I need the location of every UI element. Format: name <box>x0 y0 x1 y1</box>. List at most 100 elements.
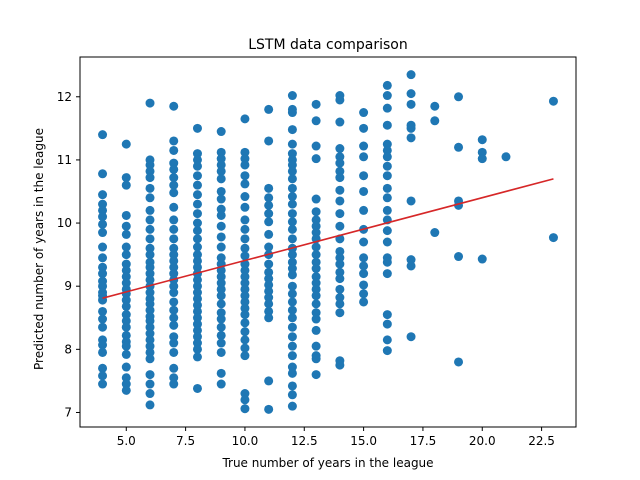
scatter-point <box>145 243 155 253</box>
scatter-point <box>454 357 464 367</box>
scatter-point <box>121 259 131 269</box>
scatter-point <box>264 209 274 219</box>
scatter-point <box>121 278 131 288</box>
scatter-point <box>121 242 131 252</box>
scatter-point <box>121 310 131 320</box>
scatter-point <box>216 314 226 324</box>
scatter-point <box>359 152 369 162</box>
scatter-point <box>192 149 202 159</box>
scatter-point <box>121 385 131 395</box>
scatter-point <box>264 313 274 323</box>
regression-line <box>102 178 554 299</box>
scatter-point <box>311 284 321 294</box>
scatter-point <box>145 354 155 364</box>
scatter-point <box>406 70 416 80</box>
scatter-point <box>169 373 179 383</box>
scatter-point <box>311 207 321 217</box>
x-tick-label: 22.5 <box>528 434 555 448</box>
y-tick-label: 8 <box>64 342 72 356</box>
scatter-point <box>169 332 179 342</box>
scatter-point <box>335 117 345 127</box>
scatter-point <box>240 327 250 337</box>
scatter-point <box>287 224 297 234</box>
scatter-point <box>192 319 202 329</box>
scatter-point <box>240 404 250 414</box>
scatter-point <box>382 269 392 279</box>
scatter-point <box>121 330 131 340</box>
scatter-point <box>216 330 226 340</box>
scatter-point <box>382 171 392 181</box>
scatter-point <box>145 288 155 298</box>
scatter-point <box>311 308 321 318</box>
scatter-point <box>287 217 297 227</box>
scatter-point <box>240 265 250 275</box>
scatter-point <box>98 371 108 381</box>
scatter-point <box>240 310 250 320</box>
scatter-point <box>98 322 108 332</box>
scatter-point <box>287 332 297 342</box>
scatter-point <box>216 338 226 348</box>
scatter-point <box>335 299 345 309</box>
x-tick-label: 12.5 <box>291 434 318 448</box>
scatter-point <box>145 250 155 260</box>
scatter-point <box>359 171 369 181</box>
scatter-point <box>240 147 250 157</box>
scatter-point <box>287 368 297 378</box>
scatter-point <box>264 293 274 303</box>
scatter-point <box>192 262 202 272</box>
scatter-point <box>169 188 179 198</box>
scatter-point <box>98 340 108 350</box>
scatter-point <box>192 155 202 165</box>
scatter-point <box>359 289 369 299</box>
scatter-point <box>240 303 250 313</box>
scatter-point <box>98 212 108 222</box>
scatter-point <box>240 171 250 181</box>
scatter-point <box>145 160 155 170</box>
scatter-point <box>169 224 179 234</box>
scatter-point <box>335 267 345 277</box>
scatter-point <box>145 322 155 332</box>
scatter-point <box>216 368 226 378</box>
scatter-point <box>98 306 108 316</box>
scatter-point <box>169 145 179 155</box>
scatter-point <box>382 205 392 215</box>
scatter-point <box>192 383 202 393</box>
scatter-point <box>145 173 155 183</box>
scatter-point <box>145 234 155 244</box>
scatter-point <box>430 116 440 126</box>
scatter-point <box>216 127 226 137</box>
scatter-point <box>359 108 369 118</box>
scatter-point <box>145 98 155 108</box>
scatter-point <box>406 332 416 342</box>
scatter-point <box>287 257 297 267</box>
scatter-point <box>192 171 202 181</box>
scatter-point <box>335 196 345 206</box>
scatter-point <box>264 200 274 210</box>
scatter-point <box>192 190 202 200</box>
scatter-point <box>145 262 155 272</box>
scatter-point <box>216 186 226 196</box>
y-axis-ticks: 7 8 9 10 11 12 <box>57 90 80 419</box>
scatter-point <box>359 269 369 279</box>
scatter-point <box>311 250 321 260</box>
scatter-point <box>169 164 179 174</box>
scatter-point <box>192 123 202 133</box>
scatter-point <box>287 297 297 307</box>
scatter-point <box>548 233 558 243</box>
scatter-point <box>287 108 297 118</box>
scatter-point <box>98 262 108 272</box>
scatter-point <box>287 281 297 291</box>
scatter-point <box>192 281 202 291</box>
scatter-point <box>216 147 226 157</box>
scatter-point <box>359 297 369 307</box>
scatter-point <box>264 299 274 309</box>
scatter-point <box>335 221 345 231</box>
scatter-point <box>98 281 108 291</box>
scatter-point <box>406 255 416 265</box>
x-axis-label: True number of years in the league <box>221 456 433 470</box>
scatter-point <box>359 123 369 133</box>
scatter-point <box>145 275 155 285</box>
scatter-point <box>98 228 108 238</box>
scatter-point <box>335 185 345 195</box>
scatter-point <box>169 180 179 190</box>
